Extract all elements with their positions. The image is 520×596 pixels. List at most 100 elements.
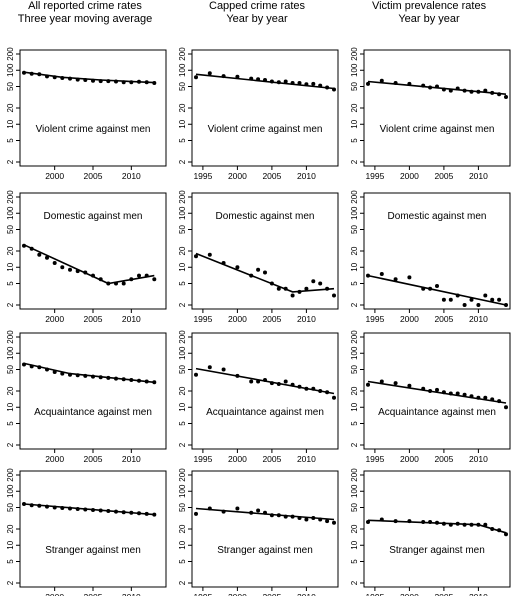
column-header-capped: Capped crime rates Year by year xyxy=(172,0,342,26)
x-tick-label: 2000 xyxy=(400,171,419,181)
panel-title: Acquaintance against men xyxy=(34,407,152,418)
data-point xyxy=(106,375,111,380)
data-point xyxy=(52,75,57,80)
x-tick-label: 2000 xyxy=(400,454,419,464)
data-point xyxy=(435,387,439,392)
data-point xyxy=(318,517,323,522)
y-tick-label: 200 xyxy=(6,47,15,61)
x-tick-label: 2000 xyxy=(228,314,247,324)
data-point xyxy=(263,78,267,82)
plot-frame xyxy=(19,49,167,167)
data-point xyxy=(421,520,426,524)
data-point xyxy=(462,522,467,527)
y-tick-label: 20 xyxy=(6,103,15,112)
data-point xyxy=(504,95,508,99)
y-tick-label: 20 xyxy=(178,386,187,395)
x-tick-label: 2000 xyxy=(45,314,64,324)
data-point xyxy=(37,365,42,370)
data-point xyxy=(106,509,111,513)
data-point xyxy=(45,504,49,509)
y-tick-label: 200 xyxy=(6,190,15,204)
y-tick-label: 2 xyxy=(6,580,15,585)
x-tick-label: 2000 xyxy=(45,592,64,596)
data-point xyxy=(311,279,316,284)
data-point xyxy=(37,72,42,77)
y-tick-label: 100 xyxy=(350,346,359,360)
y-tick-label: 20 xyxy=(6,524,15,533)
data-point xyxy=(256,77,261,82)
data-point xyxy=(476,89,481,94)
data-point xyxy=(311,386,316,391)
trend-line xyxy=(195,252,335,293)
x-tick-label: 2005 xyxy=(434,171,453,181)
data-point xyxy=(106,281,111,286)
y-tick-label: 20 xyxy=(178,246,187,255)
y-tick-label: 100 xyxy=(178,63,187,77)
data-point xyxy=(249,510,254,515)
x-tick-label: 2005 xyxy=(84,454,103,464)
data-point xyxy=(283,286,288,291)
data-point xyxy=(207,365,212,370)
y-tick-label: 5 xyxy=(350,138,359,143)
y-tick-label: 50 xyxy=(6,365,15,374)
column-header-all-reported: All reported crime rates Three year movi… xyxy=(0,0,170,26)
data-point xyxy=(290,293,295,298)
y-tick-label: 50 xyxy=(350,365,359,374)
data-point xyxy=(366,520,370,524)
data-point xyxy=(52,370,57,374)
y-tick-label: 50 xyxy=(6,225,15,234)
data-point xyxy=(483,395,488,400)
x-tick-label: 2005 xyxy=(434,454,453,464)
column-header-line1: Victim prevalence rates xyxy=(371,0,487,12)
data-point xyxy=(235,373,240,378)
data-point xyxy=(98,79,103,84)
data-point xyxy=(407,519,412,524)
x-tick-label: 2005 xyxy=(262,314,281,324)
data-point xyxy=(29,364,34,369)
y-tick-label: 100 xyxy=(6,206,15,220)
panel-title: Violent crime against men xyxy=(208,124,323,135)
y-tick-label: 5 xyxy=(350,421,359,426)
x-tick-label: 2010 xyxy=(122,314,141,324)
data-point xyxy=(332,520,336,525)
x-tick-label: 2010 xyxy=(297,592,316,596)
y-tick-label: 2 xyxy=(350,159,359,164)
x-tick-label: 2005 xyxy=(262,592,281,596)
x-tick-label: 1995 xyxy=(193,592,212,596)
data-point xyxy=(235,265,240,270)
y-tick-label: 20 xyxy=(6,386,15,395)
column-header-line2: Year by year xyxy=(226,13,288,25)
data-point xyxy=(256,267,261,272)
data-point xyxy=(249,76,254,81)
data-point xyxy=(207,71,212,76)
y-tick-label: 10 xyxy=(350,119,359,128)
y-tick-label: 2 xyxy=(350,302,359,307)
y-tick-label: 2 xyxy=(6,159,15,164)
data-point xyxy=(269,281,274,286)
y-tick-label: 50 xyxy=(178,503,187,512)
data-point xyxy=(455,521,460,526)
x-tick-label: 2010 xyxy=(297,171,316,181)
plot-frame xyxy=(191,49,339,167)
data-point xyxy=(366,81,370,86)
y-tick-label: 5 xyxy=(178,421,187,426)
data-point xyxy=(45,367,49,372)
data-point xyxy=(297,516,302,520)
data-point xyxy=(428,286,433,291)
data-point xyxy=(504,405,508,410)
data-point xyxy=(283,79,288,84)
trend-line xyxy=(23,362,155,384)
data-point xyxy=(435,84,439,89)
data-point xyxy=(235,74,240,79)
column-header-line2: Three year moving average xyxy=(17,13,153,25)
data-point xyxy=(121,510,126,515)
data-point xyxy=(297,384,302,389)
data-point xyxy=(269,79,274,84)
data-point xyxy=(428,389,433,393)
panel-title: Violent crime against men xyxy=(36,124,151,135)
data-point xyxy=(98,277,103,282)
data-point xyxy=(129,378,134,382)
data-point xyxy=(318,389,323,393)
data-point xyxy=(37,503,42,508)
